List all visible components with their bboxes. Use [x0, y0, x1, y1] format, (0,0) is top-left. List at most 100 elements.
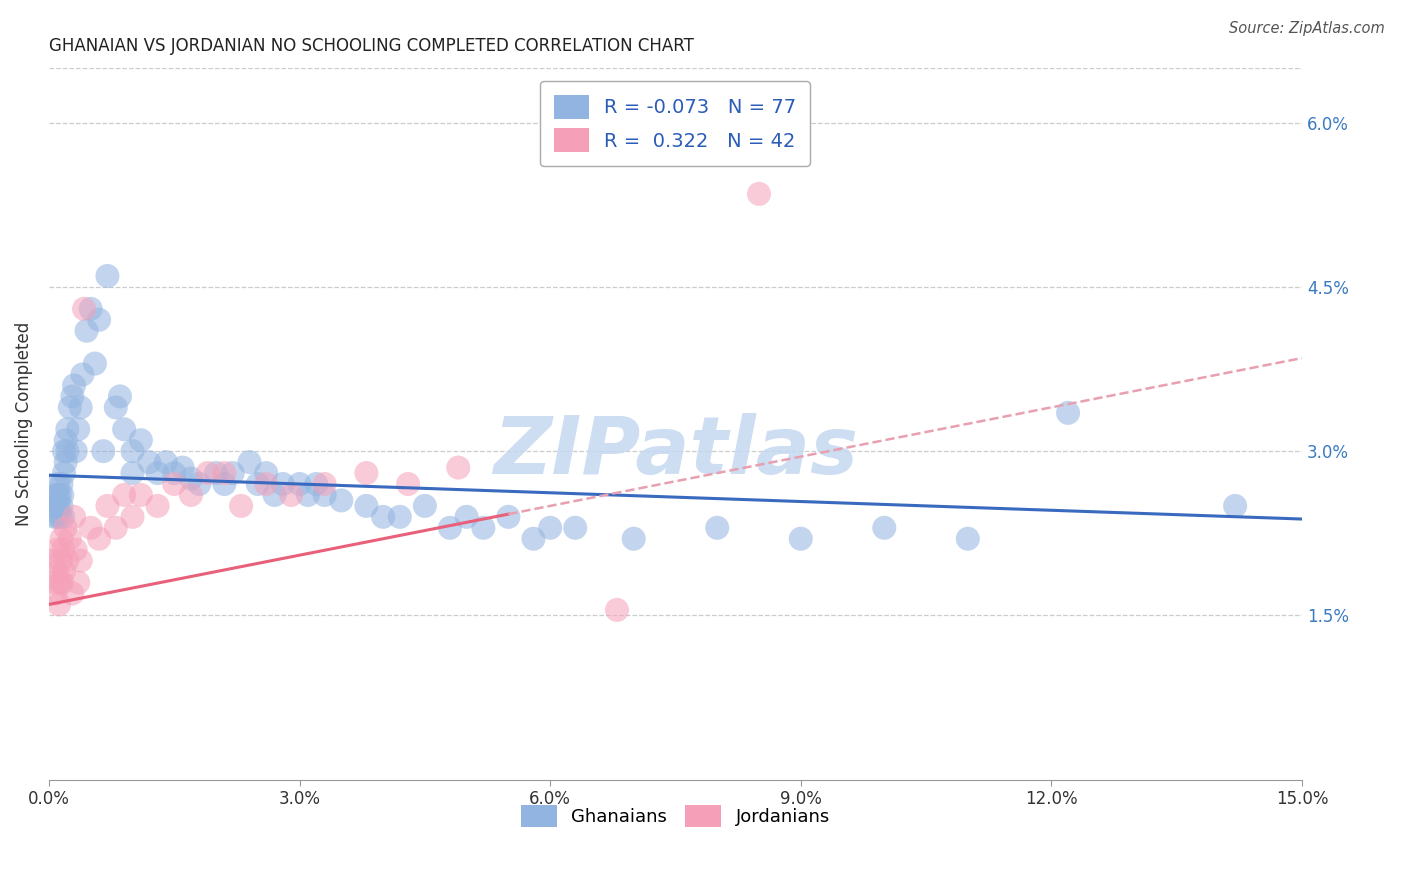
Point [59, 401, 82, 415]
Point [55, 521, 77, 535]
Point [214, 477, 236, 491]
Point [80, 521, 103, 535]
Y-axis label: No Schooling Completed: No Schooling Completed [15, 322, 32, 526]
Point [67, 575, 90, 590]
Point [53, 565, 76, 579]
Point [254, 477, 277, 491]
Text: GHANAIAN VS JORDANIAN NO SCHOOLING COMPLETED CORRELATION CHART: GHANAIAN VS JORDANIAN NO SCHOOLING COMPL… [49, 37, 693, 55]
Point [91, 444, 114, 458]
Point [84, 357, 107, 371]
Point [1057, 406, 1080, 420]
Point [371, 509, 394, 524]
Point [163, 477, 186, 491]
Point [314, 488, 336, 502]
Point [72, 368, 94, 382]
Point [356, 499, 378, 513]
Point [53, 444, 76, 458]
Point [69, 401, 91, 415]
Point [121, 466, 143, 480]
Text: Source: ZipAtlas.com: Source: ZipAtlas.com [1229, 21, 1385, 36]
Point [51, 532, 73, 546]
Point [44, 509, 66, 524]
Point [222, 466, 245, 480]
Point [52, 542, 75, 557]
Point [121, 509, 143, 524]
Point [63, 509, 86, 524]
Point [172, 460, 194, 475]
Point [80, 301, 103, 316]
Point [138, 455, 160, 469]
Point [46, 509, 69, 524]
Point [498, 509, 520, 524]
Point [297, 488, 319, 502]
Point [214, 466, 236, 480]
Point [73, 301, 96, 316]
Point [87, 532, 110, 546]
Point [45, 488, 67, 502]
Point [45, 499, 67, 513]
Point [623, 532, 645, 546]
Point [51, 575, 73, 590]
Point [1223, 499, 1246, 513]
Point [51, 477, 73, 491]
Point [104, 521, 127, 535]
Point [129, 488, 152, 502]
Point [45, 586, 67, 600]
Point [108, 389, 131, 403]
Point [44, 575, 66, 590]
Point [96, 268, 118, 283]
Point [305, 477, 328, 491]
Point [748, 186, 770, 201]
Point [48, 598, 70, 612]
Legend: Ghanaians, Jordanians: Ghanaians, Jordanians [513, 798, 838, 835]
Point [55, 434, 77, 448]
Point [280, 488, 302, 502]
Point [121, 444, 143, 458]
Point [271, 477, 294, 491]
Point [87, 312, 110, 326]
Point [60, 389, 83, 403]
Point [52, 509, 75, 524]
Point [55, 455, 77, 469]
Point [314, 477, 336, 491]
Point [163, 466, 186, 480]
Point [146, 466, 169, 480]
Point [330, 493, 353, 508]
Point [42, 554, 65, 568]
Point [155, 455, 177, 469]
Point [42, 499, 65, 513]
Point [188, 477, 211, 491]
Point [447, 460, 470, 475]
Point [246, 477, 269, 491]
Point [146, 499, 169, 513]
Text: ZIPatlas: ZIPatlas [494, 413, 858, 491]
Point [254, 466, 277, 480]
Point [69, 554, 91, 568]
Point [229, 499, 252, 513]
Point [56, 444, 79, 458]
Point [76, 324, 98, 338]
Point [48, 499, 70, 513]
Point [63, 378, 86, 392]
Point [956, 532, 979, 546]
Point [538, 521, 561, 535]
Point [49, 575, 72, 590]
Point [522, 532, 544, 546]
Point [564, 521, 586, 535]
Point [396, 477, 419, 491]
Point [51, 488, 73, 502]
Point [96, 499, 118, 513]
Point [46, 542, 69, 557]
Point [388, 509, 411, 524]
Point [51, 499, 73, 513]
Point [205, 466, 228, 480]
Point [873, 521, 896, 535]
Point [439, 521, 461, 535]
Point [413, 499, 436, 513]
Point [60, 586, 83, 600]
Point [356, 466, 378, 480]
Point [65, 542, 87, 557]
Point [456, 509, 478, 524]
Point [65, 444, 87, 458]
Point [790, 532, 813, 546]
